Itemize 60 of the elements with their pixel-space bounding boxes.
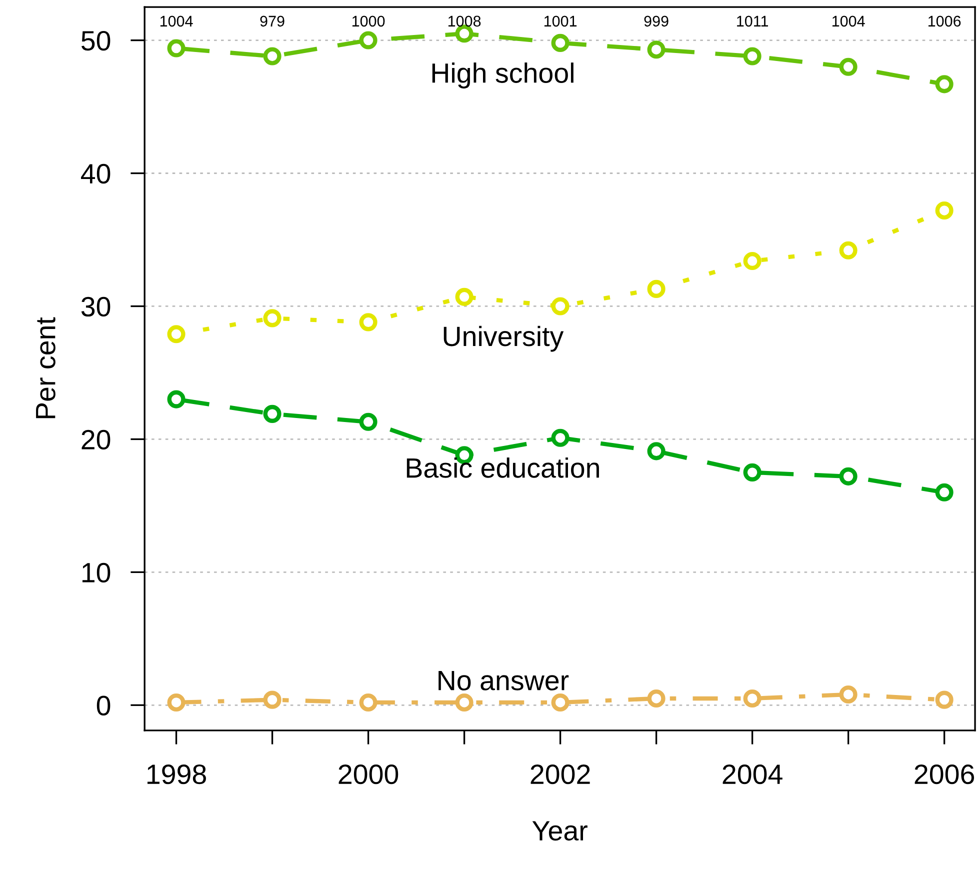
y-tick-label: 40: [81, 164, 110, 184]
point: [167, 390, 186, 408]
series-label: University: [444, 326, 564, 352]
point: [263, 404, 282, 423]
annotation: 1001: [544, 16, 577, 27]
point: [455, 693, 474, 712]
point: [167, 39, 186, 58]
point: [551, 297, 570, 316]
annotation: 999: [644, 16, 668, 27]
point: [935, 690, 954, 709]
x-tick-label: 2002: [530, 764, 590, 784]
point: [743, 463, 762, 482]
point: [839, 241, 858, 260]
point: [647, 280, 666, 298]
series-label: Basic education: [406, 457, 599, 478]
annotation: 1004: [832, 16, 865, 27]
point: [167, 325, 186, 344]
x-tick-label: 2000: [338, 764, 398, 784]
point: [263, 690, 282, 709]
y-axis-title: Per cent: [36, 317, 56, 418]
point: [647, 689, 666, 708]
point: [839, 467, 858, 486]
point: [359, 313, 378, 332]
point: [743, 47, 762, 66]
point: [935, 201, 954, 220]
point: [263, 309, 282, 328]
annotation: 1008: [448, 16, 481, 27]
point: [359, 31, 378, 50]
x-tick-label: 2004: [722, 764, 782, 784]
point: [839, 58, 858, 76]
point: [359, 693, 378, 712]
point: [551, 693, 570, 712]
annotation: 1004: [160, 16, 193, 27]
annotation: 1011: [737, 16, 768, 27]
point: [935, 483, 954, 502]
annotation: 979: [260, 16, 284, 27]
point: [839, 685, 858, 704]
y-tick-label: 10: [82, 562, 110, 583]
point: [359, 412, 378, 431]
point: [551, 428, 570, 447]
x-tick-label: 1998: [148, 764, 206, 784]
point: [647, 40, 666, 59]
x-tick-label: 2006: [914, 764, 974, 784]
series-label: No answer: [438, 671, 569, 690]
y-tick-label: 0: [96, 696, 110, 716]
point: [743, 252, 762, 270]
y-tick-label: 50: [81, 30, 110, 51]
y-tick-label: 30: [81, 296, 110, 317]
annotation: 1006: [928, 16, 961, 27]
point: [167, 693, 186, 712]
point: [455, 288, 474, 306]
y-tick-label: 20: [82, 430, 110, 450]
annotation: 1000: [352, 16, 385, 27]
point: [743, 689, 762, 708]
point: [551, 34, 570, 52]
point: [647, 442, 666, 460]
point: [263, 47, 282, 66]
x-axis-title: Year: [532, 821, 588, 841]
series-label: High school: [432, 62, 574, 88]
point: [935, 75, 954, 94]
